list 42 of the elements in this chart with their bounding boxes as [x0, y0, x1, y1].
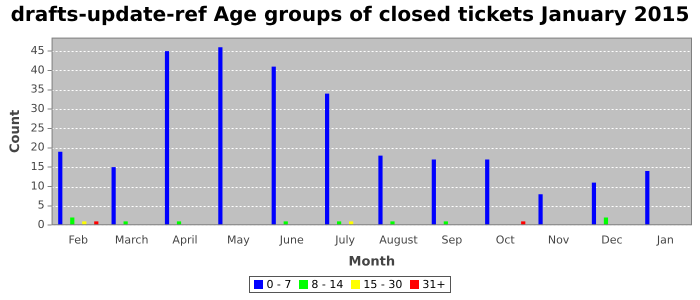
legend-label: 0 - 7: [266, 278, 292, 291]
bar: [112, 167, 116, 225]
x-tick-label: August: [379, 234, 418, 247]
y-tick-label: 25: [30, 121, 45, 134]
bar: [645, 171, 650, 225]
x-tick-label: Sep: [441, 234, 462, 247]
bar: [70, 217, 74, 225]
bar: [218, 47, 222, 225]
y-axis-title: Count: [8, 110, 24, 153]
y-tick-label: 15: [30, 160, 45, 174]
bar: [164, 51, 170, 225]
x-tick-label: Dec: [601, 234, 623, 247]
bar: [325, 94, 330, 225]
legend-label: 15 - 30: [363, 278, 402, 291]
bar: [485, 159, 490, 225]
y-tick-label: 0: [38, 218, 45, 232]
x-tick-label: March: [114, 234, 148, 247]
x-tick-label: July: [334, 234, 356, 247]
x-tick-label: May: [227, 234, 250, 247]
bar: [538, 194, 543, 225]
x-tick-label: June: [278, 234, 304, 247]
bar: [272, 66, 276, 225]
chart-title: drafts-update-ref Age groups of closed tickets January 2015: [10, 2, 690, 26]
y-tick-label: 35: [30, 82, 45, 96]
y-tick-label: 10: [30, 179, 45, 192]
y-tick-label: 40: [30, 63, 45, 76]
bar: [378, 156, 383, 225]
x-tick-label: Nov: [548, 234, 570, 247]
y-tick-label: 20: [30, 140, 45, 154]
bar: [58, 152, 62, 225]
bar: [592, 182, 596, 225]
y-tick-label: 5: [38, 198, 45, 212]
x-tick-label: Jan: [656, 234, 674, 247]
x-axis-title: Month: [348, 254, 396, 270]
bar: [432, 159, 436, 225]
x-tick-label: Oct: [496, 234, 516, 247]
y-tick-label: 30: [30, 102, 45, 116]
x-tick-label: April: [172, 234, 198, 247]
x-tick-label: Feb: [68, 234, 88, 247]
legend-label: 8 - 14: [311, 278, 344, 291]
y-tick-label: 45: [30, 44, 45, 57]
legend-label: 31+: [422, 278, 446, 291]
